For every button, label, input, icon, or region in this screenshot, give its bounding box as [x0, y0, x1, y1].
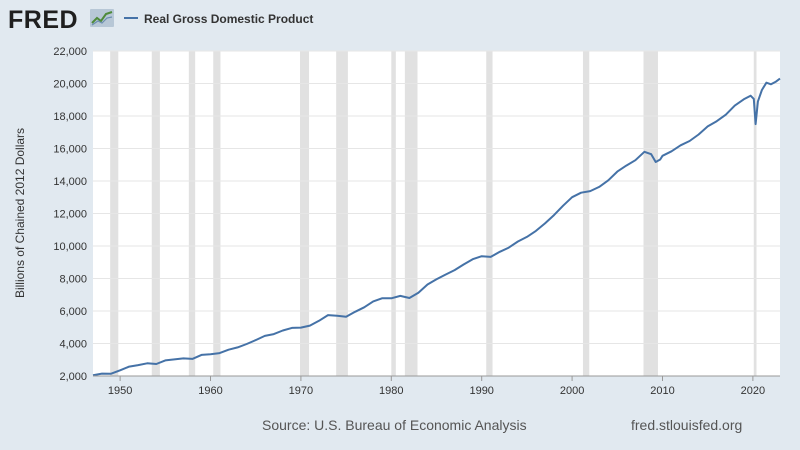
y-tick-label: 22,000 [53, 46, 87, 58]
y-tick-label: 16,000 [53, 144, 87, 156]
y-tick-label: 20,000 [53, 79, 87, 91]
fred-logo[interactable]: FRED [8, 6, 79, 34]
legend-label: Real Gross Domestic Product [144, 12, 314, 26]
y-tick-label: 14,000 [53, 176, 87, 188]
chart-header: FRED Real Gross Domestic Product [0, 0, 800, 40]
x-tick-label: 1990 [469, 385, 493, 397]
line-chart-icon [90, 9, 114, 27]
x-tick-label: 2020 [741, 385, 765, 397]
source-note: Source: U.S. Bureau of Economic Analysis [262, 417, 527, 433]
legend-swatch [124, 16, 138, 19]
y-axis-label: Billions of Chained 2012 Dollars [13, 128, 27, 298]
legend: Real Gross Domestic Product [124, 10, 313, 28]
x-tick-label: 1950 [108, 385, 132, 397]
x-tick-label: 1970 [289, 385, 313, 397]
y-tick-label: 4,000 [59, 339, 87, 351]
line-chart: 2,000 4,000 6,000 8,000 10,000 12,000 14,000 16… [13, 46, 781, 397]
x-tick-label: 2000 [560, 385, 584, 397]
x-tick-label: 2010 [650, 385, 674, 397]
x-tick-label: 1980 [379, 385, 403, 397]
y-tick-label: 2,000 [59, 371, 87, 383]
source-url[interactable]: fred.stlouisfed.org [631, 417, 743, 433]
series-layer [92, 77, 781, 377]
axes: 2,000 4,000 6,000 8,000 10,000 12,000 14,000 16… [53, 46, 780, 397]
y-tick-label: 8,000 [59, 274, 87, 286]
y-tick-label: 12,000 [53, 209, 87, 221]
y-tick-label: 18,000 [53, 111, 87, 123]
series-line-real-gdp [92, 77, 781, 377]
x-tick-label: 1960 [198, 385, 222, 397]
y-tick-label: 6,000 [59, 306, 87, 318]
y-tick-label: 10,000 [53, 241, 87, 253]
